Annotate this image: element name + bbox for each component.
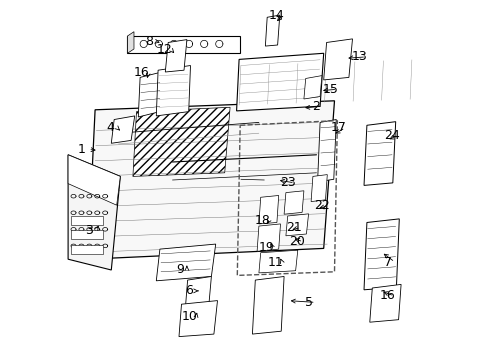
Polygon shape (88, 101, 334, 259)
Polygon shape (303, 76, 321, 99)
Polygon shape (363, 122, 395, 185)
Text: 4: 4 (106, 121, 114, 134)
Text: 14: 14 (268, 9, 284, 22)
Text: 7: 7 (384, 256, 392, 269)
Polygon shape (252, 276, 284, 334)
Bar (71, 216, 103, 225)
Text: 5: 5 (305, 296, 313, 309)
Text: 11: 11 (267, 256, 283, 269)
Text: 2: 2 (312, 100, 320, 113)
Text: 20: 20 (288, 235, 304, 248)
Text: 21: 21 (285, 221, 302, 234)
Polygon shape (323, 39, 352, 80)
Text: 3: 3 (85, 224, 93, 237)
Polygon shape (68, 155, 120, 205)
Polygon shape (165, 40, 186, 72)
Polygon shape (363, 219, 399, 290)
Polygon shape (369, 284, 400, 322)
Text: 9: 9 (176, 263, 184, 276)
Polygon shape (68, 155, 120, 270)
Polygon shape (258, 250, 297, 273)
Text: 17: 17 (330, 121, 346, 134)
Text: 23: 23 (280, 176, 296, 189)
Text: 8: 8 (145, 35, 153, 48)
Polygon shape (156, 244, 215, 281)
Polygon shape (179, 301, 217, 337)
Text: 16: 16 (379, 289, 395, 302)
Text: 18: 18 (254, 214, 270, 227)
Polygon shape (127, 32, 134, 53)
Text: 15: 15 (322, 83, 338, 96)
Polygon shape (310, 175, 326, 202)
Polygon shape (127, 36, 240, 53)
Text: 22: 22 (313, 199, 329, 212)
Text: 16: 16 (134, 66, 149, 79)
Polygon shape (257, 224, 280, 251)
Bar (71, 245, 103, 254)
Polygon shape (156, 66, 190, 116)
Polygon shape (258, 195, 278, 224)
Polygon shape (265, 15, 279, 46)
Bar (71, 230, 103, 239)
Polygon shape (285, 214, 308, 236)
Text: 10: 10 (182, 310, 197, 323)
Text: 6: 6 (184, 284, 192, 297)
Polygon shape (236, 53, 323, 111)
Text: 13: 13 (351, 50, 367, 63)
Text: 24: 24 (384, 129, 399, 141)
Text: 12: 12 (156, 43, 172, 56)
Polygon shape (133, 107, 230, 176)
Polygon shape (111, 116, 134, 143)
Polygon shape (317, 120, 336, 182)
Polygon shape (138, 72, 162, 117)
Polygon shape (185, 276, 211, 311)
Text: 19: 19 (258, 241, 273, 254)
Text: 1: 1 (78, 143, 85, 156)
Polygon shape (284, 191, 303, 214)
